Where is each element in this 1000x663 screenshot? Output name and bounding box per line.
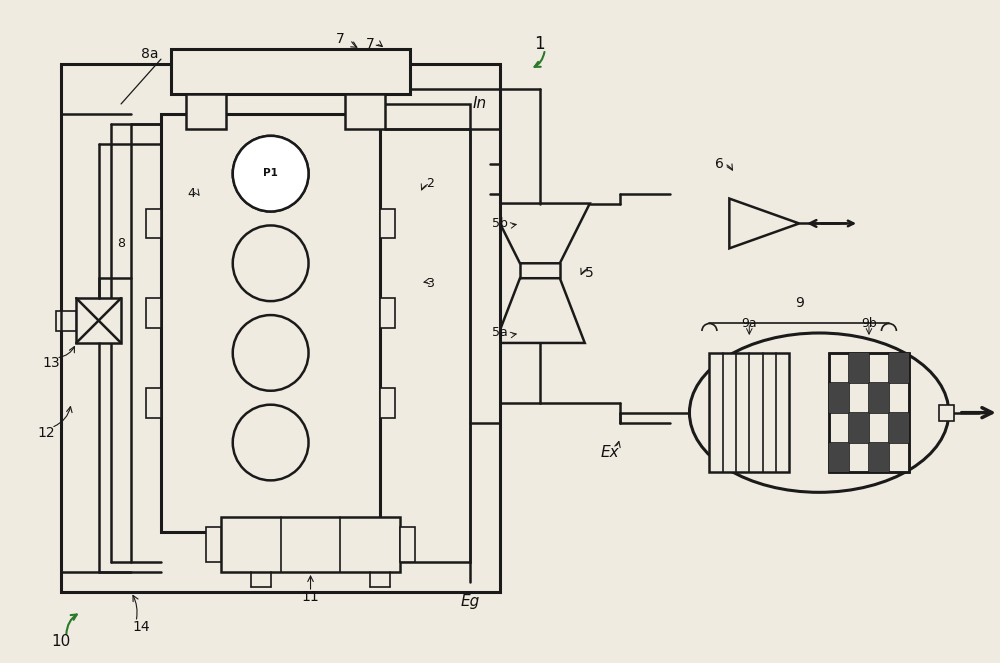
Bar (889, 353, 909, 383)
Text: 14: 14 (132, 620, 150, 634)
Text: 9b: 9b (861, 316, 877, 330)
Text: 1: 1 (535, 35, 545, 53)
Bar (889, 412, 909, 442)
Bar (869, 383, 889, 412)
Text: Ex: Ex (600, 445, 619, 460)
Text: 12: 12 (37, 426, 55, 440)
Text: In: In (473, 96, 487, 111)
Text: 5b: 5b (492, 217, 508, 230)
Bar (829, 442, 849, 473)
Text: 3: 3 (426, 276, 434, 290)
Text: 5: 5 (585, 267, 594, 280)
Text: 10: 10 (52, 634, 71, 649)
Circle shape (233, 136, 309, 211)
Text: 7: 7 (336, 32, 345, 46)
Text: 9: 9 (795, 296, 804, 310)
Bar (186, 94, 226, 129)
Circle shape (233, 136, 309, 211)
Text: 11: 11 (302, 590, 319, 604)
Text: 8a: 8a (141, 47, 158, 61)
Bar (829, 353, 909, 473)
Bar (221, 517, 400, 572)
Text: P1: P1 (263, 168, 278, 178)
Bar (849, 353, 869, 383)
Bar (380, 104, 470, 562)
Text: Eg: Eg (460, 594, 480, 609)
Bar (869, 442, 889, 473)
Bar (146, 209, 161, 239)
Ellipse shape (689, 333, 949, 493)
Bar (161, 114, 380, 532)
Bar (709, 353, 789, 473)
Bar (76, 298, 121, 343)
Bar (849, 412, 869, 442)
Bar (939, 404, 954, 420)
Bar (61, 64, 500, 592)
Text: 6: 6 (715, 156, 724, 170)
Text: 8: 8 (117, 237, 125, 250)
Bar (380, 209, 395, 239)
Bar (206, 527, 221, 562)
Text: 5a: 5a (492, 326, 508, 339)
Bar (829, 353, 909, 473)
Text: 7: 7 (366, 37, 375, 51)
Bar (146, 298, 161, 328)
Text: 4: 4 (187, 187, 195, 200)
Bar (146, 388, 161, 418)
Circle shape (233, 404, 309, 481)
Circle shape (233, 225, 309, 301)
Circle shape (233, 315, 309, 391)
Bar (400, 527, 415, 562)
Bar (345, 94, 385, 129)
Text: 2: 2 (426, 177, 434, 190)
Bar (380, 388, 395, 418)
Text: 13: 13 (42, 356, 60, 370)
Bar (380, 298, 395, 328)
Text: 9a: 9a (741, 316, 757, 330)
Bar (171, 49, 410, 94)
Bar (56, 310, 76, 330)
Bar (829, 383, 849, 412)
